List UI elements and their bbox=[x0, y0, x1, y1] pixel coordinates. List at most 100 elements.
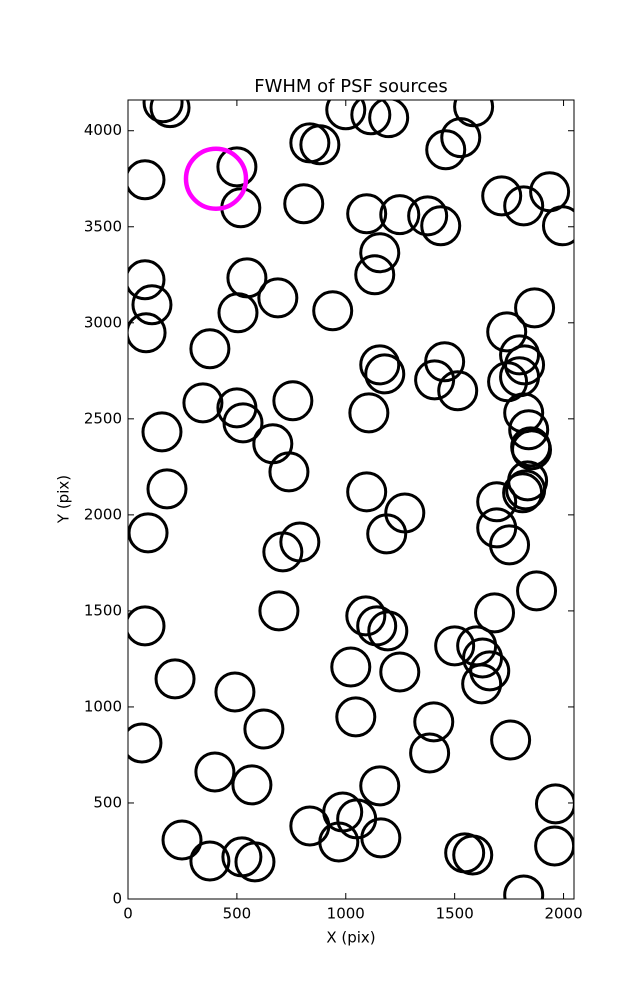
source-marker bbox=[345, 595, 387, 637]
source-marker bbox=[354, 254, 396, 296]
source-marker bbox=[437, 370, 479, 412]
y-tick-label: 0 bbox=[112, 890, 122, 908]
source-marker bbox=[146, 468, 188, 510]
source-marker bbox=[189, 840, 231, 882]
source-marker bbox=[359, 344, 401, 386]
source-marker bbox=[502, 472, 544, 514]
source-marker bbox=[161, 819, 203, 861]
source-marker bbox=[231, 764, 273, 806]
source-marker bbox=[182, 382, 224, 424]
source-marker bbox=[272, 380, 314, 422]
source-marker bbox=[407, 195, 449, 237]
source-marker bbox=[189, 328, 231, 370]
source-marker bbox=[379, 194, 421, 236]
source-marker bbox=[214, 671, 256, 713]
source-marker bbox=[128, 312, 167, 354]
plot-area bbox=[128, 100, 574, 899]
y-tick-label: 2500 bbox=[84, 409, 122, 427]
source-marker bbox=[312, 290, 354, 332]
y-tick-label: 4000 bbox=[84, 121, 122, 139]
source-marker bbox=[142, 100, 184, 124]
source-marker bbox=[503, 874, 545, 899]
x-tick-label: 500 bbox=[223, 905, 252, 923]
source-marker bbox=[481, 175, 523, 217]
source-marker bbox=[425, 129, 467, 171]
source-marker bbox=[364, 353, 406, 395]
source-marker bbox=[141, 411, 183, 453]
source-marker bbox=[368, 100, 410, 139]
source-marker bbox=[128, 605, 166, 647]
source-marker bbox=[476, 481, 518, 523]
source-marker bbox=[434, 625, 476, 667]
source-marker bbox=[268, 451, 310, 493]
source-marker bbox=[128, 512, 169, 554]
source-marker bbox=[379, 651, 421, 693]
y-tick-label: 1000 bbox=[84, 697, 122, 715]
source-marker bbox=[462, 637, 504, 679]
source-marker bbox=[279, 521, 321, 563]
source-marker bbox=[194, 751, 236, 793]
source-marker bbox=[234, 841, 276, 883]
source-marker bbox=[217, 292, 259, 334]
y-tick-label: 500 bbox=[93, 793, 122, 811]
source-marker bbox=[283, 183, 325, 225]
source-marker bbox=[128, 722, 163, 764]
source-marker bbox=[359, 232, 401, 274]
source-marker bbox=[508, 409, 550, 451]
source-marker bbox=[348, 392, 390, 434]
source-marker bbox=[367, 610, 409, 652]
source-marker bbox=[514, 287, 556, 329]
source-marker bbox=[461, 663, 503, 705]
source-marker bbox=[330, 646, 372, 688]
source-marker bbox=[503, 185, 545, 227]
y-axis-label: Y (pix) bbox=[55, 475, 73, 524]
source-marker bbox=[541, 205, 574, 247]
plot-frame bbox=[127, 99, 575, 900]
source-marker bbox=[409, 732, 451, 774]
source-marker bbox=[346, 193, 388, 235]
source-marker bbox=[511, 429, 553, 471]
source-marker bbox=[452, 834, 494, 876]
source-marker bbox=[128, 259, 166, 301]
y-tick-label: 3500 bbox=[84, 217, 122, 235]
source-marker bbox=[359, 765, 401, 807]
source-marker bbox=[258, 590, 300, 632]
x-tick-label: 0 bbox=[123, 905, 133, 923]
source-marker bbox=[420, 205, 462, 247]
source-marker bbox=[128, 159, 166, 201]
x-tick-label: 1000 bbox=[327, 905, 365, 923]
x-axis-label: X (pix) bbox=[326, 929, 375, 947]
source-marker bbox=[469, 650, 511, 692]
source-marker bbox=[335, 696, 377, 738]
source-marker bbox=[534, 783, 574, 825]
source-marker bbox=[516, 570, 558, 612]
source-marker bbox=[486, 311, 528, 353]
source-marker bbox=[131, 284, 173, 326]
source-marker bbox=[350, 100, 392, 136]
source-marker bbox=[154, 658, 196, 700]
source-marker bbox=[325, 100, 367, 131]
x-tick-label: 1500 bbox=[436, 905, 474, 923]
source-marker bbox=[183, 146, 249, 211]
source-marker bbox=[490, 719, 532, 761]
source-marker bbox=[505, 469, 547, 511]
source-marker bbox=[243, 708, 285, 750]
source-marker bbox=[318, 821, 360, 863]
source-marker bbox=[299, 124, 341, 166]
source-marker bbox=[499, 334, 541, 376]
y-tick-label: 1500 bbox=[84, 601, 122, 619]
x-tick-label: 2000 bbox=[544, 905, 582, 923]
source-marker bbox=[489, 524, 531, 566]
source-marker bbox=[149, 100, 191, 129]
y-tick-label: 3000 bbox=[84, 313, 122, 331]
source-marker bbox=[366, 513, 408, 555]
source-marker bbox=[222, 402, 264, 444]
source-marker bbox=[453, 100, 495, 128]
chart-title: FWHM of PSF sources bbox=[254, 76, 448, 97]
source-marker bbox=[360, 817, 402, 859]
source-marker bbox=[414, 359, 456, 401]
source-marker bbox=[216, 146, 258, 188]
source-marker bbox=[413, 701, 455, 743]
y-tick-label: 2000 bbox=[84, 505, 122, 523]
